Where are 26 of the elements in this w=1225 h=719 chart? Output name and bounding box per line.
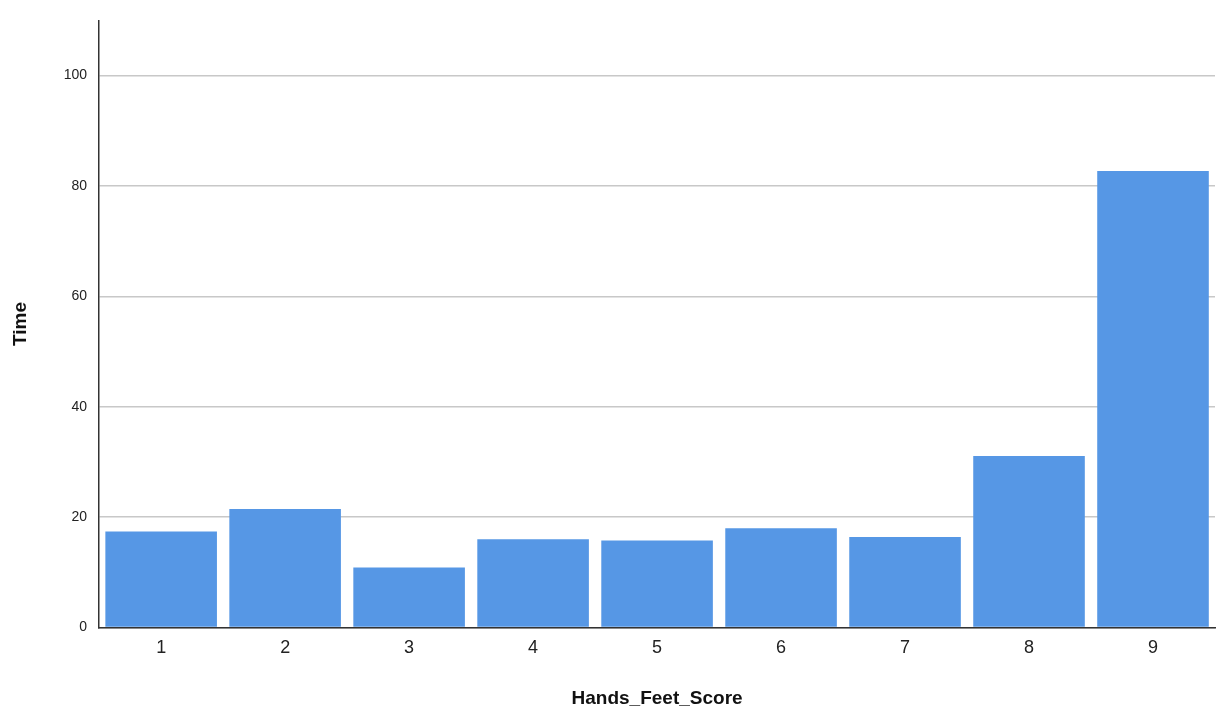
y-tick-label: 0 — [79, 618, 88, 635]
x-tick-label: 3 — [404, 637, 415, 658]
bar — [1097, 171, 1209, 627]
x-tick-label: 9 — [1148, 637, 1159, 658]
y-tick-label: 60 — [71, 287, 88, 304]
x-tick-label: 8 — [1024, 637, 1035, 658]
x-tick-label: 2 — [280, 637, 291, 658]
y-tick-label: 40 — [71, 397, 88, 414]
bar — [229, 508, 341, 627]
x-tick-label: 6 — [776, 637, 787, 658]
y-axis-title: Time — [8, 301, 30, 347]
bar — [601, 540, 713, 627]
y-tick-label: 20 — [71, 508, 88, 525]
bar — [105, 531, 217, 627]
x-tick-label: 4 — [528, 637, 539, 658]
bar — [973, 455, 1085, 627]
x-axis-title: Hands_Feet_Score — [571, 686, 743, 708]
y-tick-label: 80 — [71, 176, 88, 193]
bar — [725, 528, 837, 627]
bar — [849, 537, 961, 627]
y-tick-label: 100 — [63, 66, 88, 83]
bar — [353, 567, 465, 627]
x-tick-label: 7 — [900, 637, 911, 658]
bar — [477, 539, 589, 627]
x-tick-label: 5 — [652, 637, 663, 658]
x-tick-label: 1 — [156, 637, 167, 658]
